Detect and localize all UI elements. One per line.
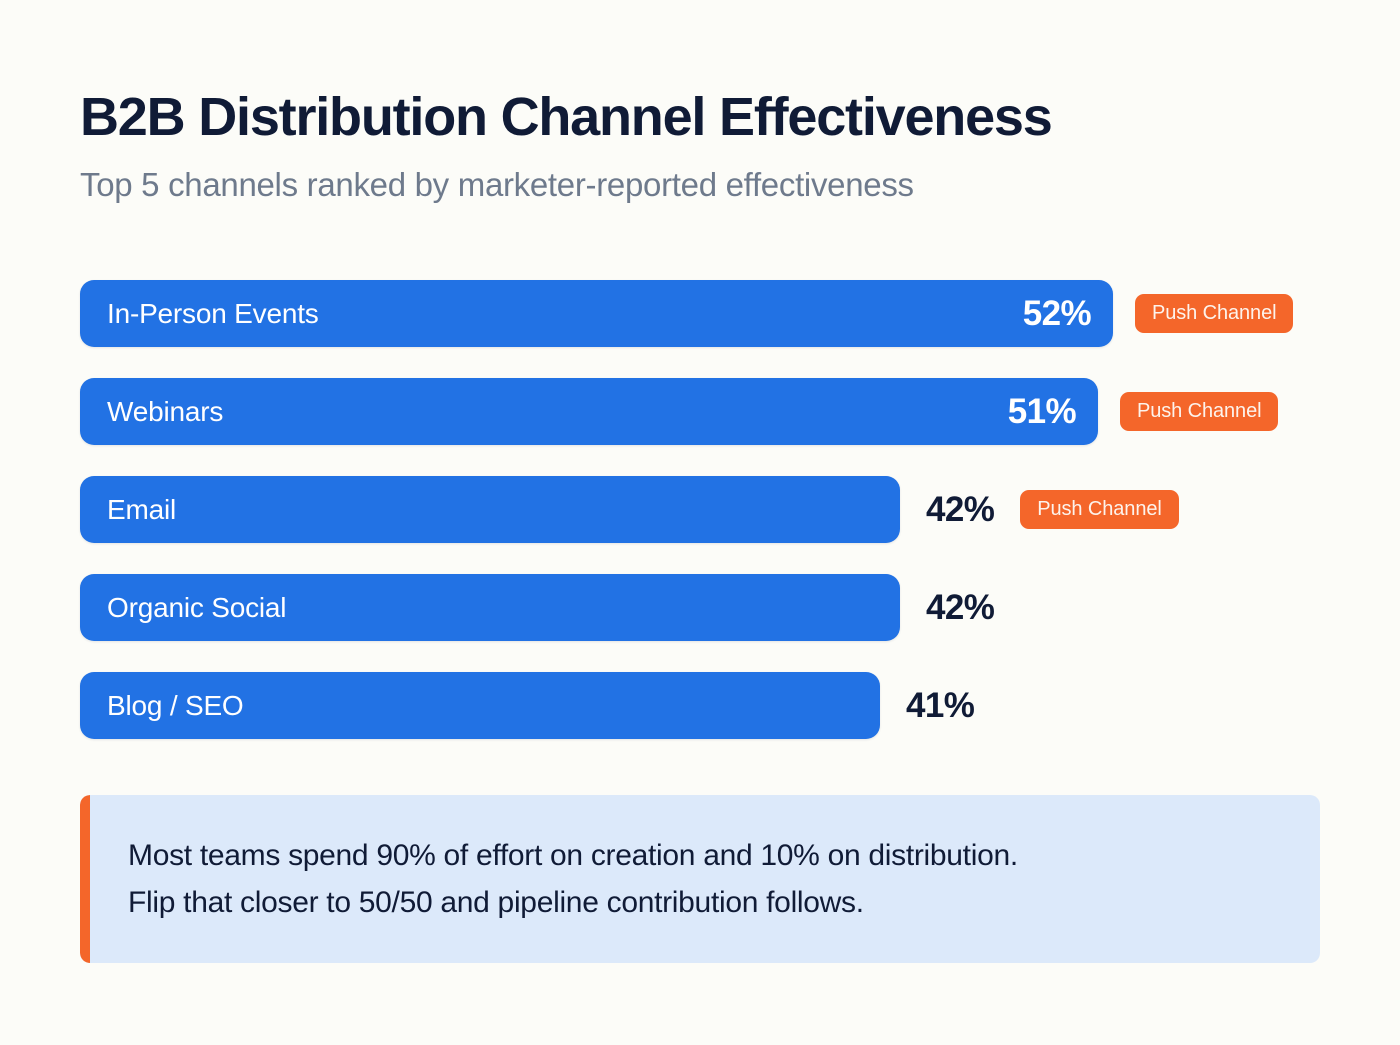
bar-row: Email 42% Push Channel [80, 476, 1330, 543]
bar-label: Blog / SEO [107, 689, 244, 721]
bar-value: 51% [1007, 391, 1077, 431]
bar-row: Webinars 51% Push Channel [80, 378, 1330, 445]
status-badge-push-channel: Push Channel [1020, 490, 1179, 529]
status-badge-push-channel: Push Channel [1120, 392, 1279, 431]
bar-organic-social[interactable]: Organic Social [80, 574, 900, 641]
callout-text: Most teams spend 90% of effort on creati… [90, 832, 1056, 927]
bar-value: 52% [1022, 293, 1092, 333]
bar-email[interactable]: Email [80, 476, 900, 543]
bar-row: In-Person Events 52% Push Channel [80, 280, 1330, 347]
insight-callout: Most teams spend 90% of effort on creati… [80, 795, 1320, 963]
bar-label: Webinars [107, 395, 224, 427]
bar-value: 42% [926, 489, 995, 529]
callout-line-1: Most teams spend 90% of effort on creati… [128, 838, 1018, 872]
bar-row: Blog / SEO 41% [80, 672, 1330, 739]
bar-label: In-Person Events [107, 297, 319, 329]
bar-blog-seo[interactable]: Blog / SEO [80, 672, 880, 739]
bar-chart: In-Person Events 52% Push Channel Webina… [80, 280, 1330, 770]
bar-value: 42% [926, 587, 995, 627]
bar-label: Organic Social [107, 591, 287, 623]
status-badge-push-channel: Push Channel [1135, 294, 1294, 333]
chart-header: B2B Distribution Channel Effectiveness T… [80, 88, 1320, 204]
bar-webinars[interactable]: Webinars 51% [80, 378, 1098, 445]
chart-subtitle: Top 5 channels ranked by marketer-report… [80, 166, 914, 204]
page-title: B2B Distribution Channel Effectiveness [80, 87, 1053, 147]
bar-value: 41% [906, 685, 975, 725]
callout-accent-bar [80, 795, 90, 963]
callout-line-2: Flip that closer to 50/50 and pipeline c… [128, 886, 864, 919]
bar-label: Email [107, 493, 177, 525]
bar-in-person-events[interactable]: In-Person Events 52% [80, 280, 1113, 347]
bar-row: Organic Social 42% [80, 574, 1330, 641]
